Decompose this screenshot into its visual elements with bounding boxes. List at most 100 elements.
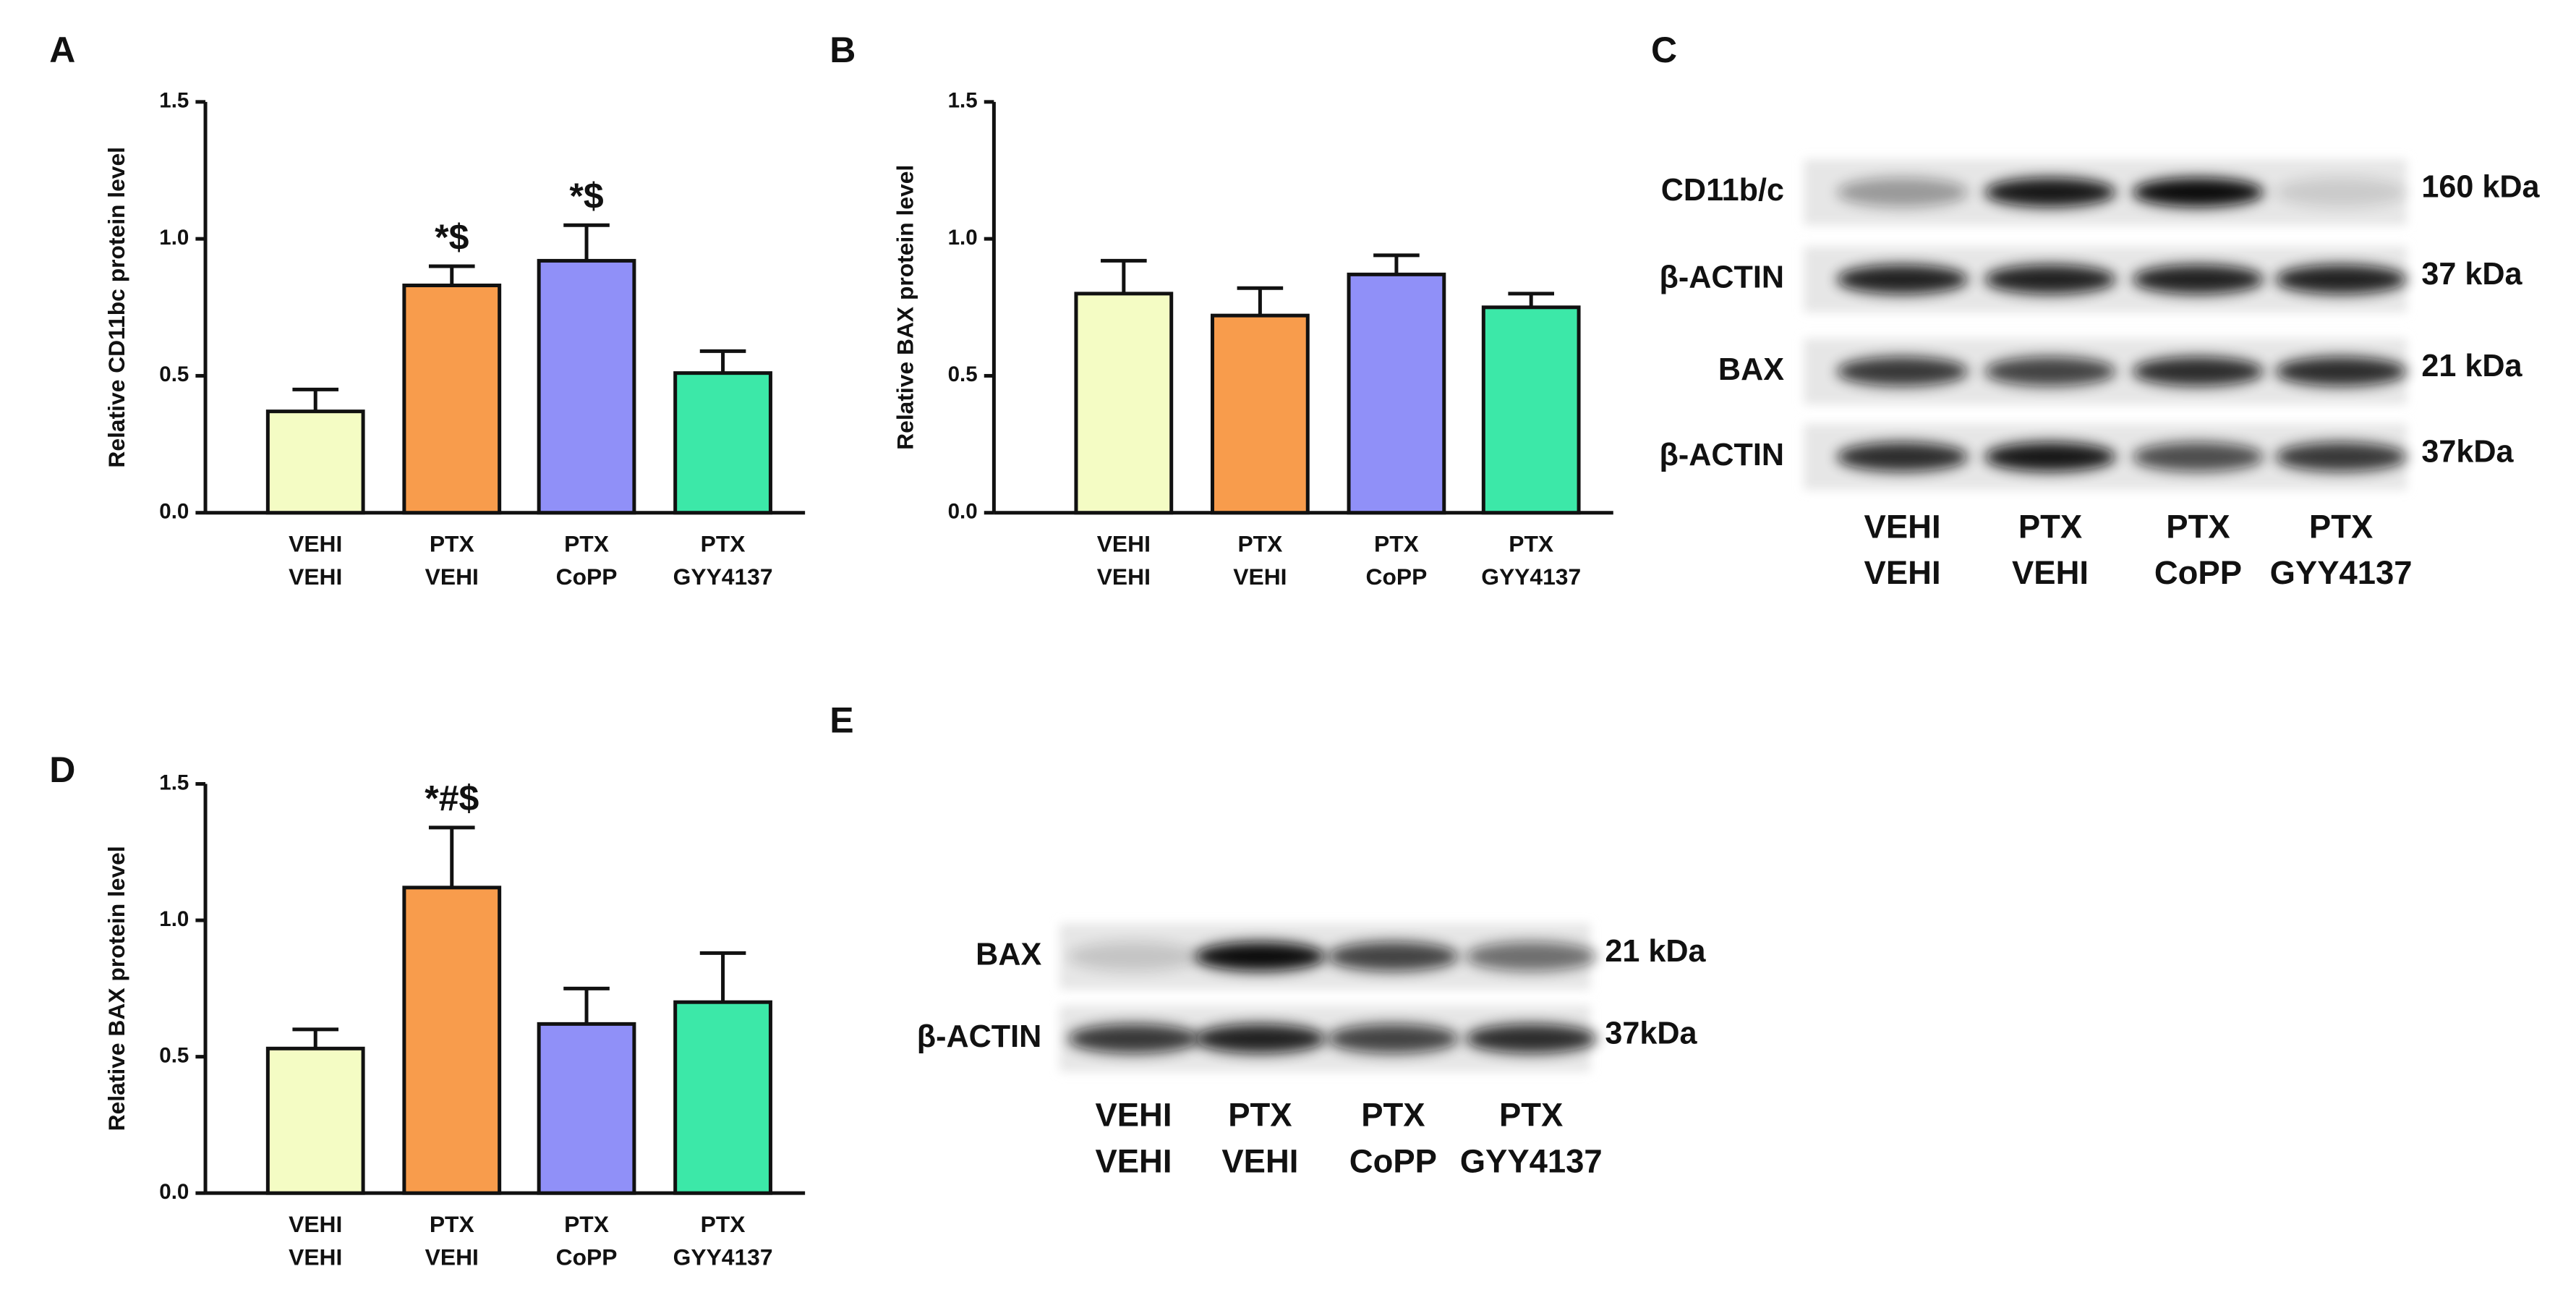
blot-band <box>1465 941 1598 972</box>
y-tick-label: 1.0 <box>948 226 978 250</box>
blot-band <box>1836 177 1969 208</box>
blot-band <box>1327 1024 1459 1054</box>
blot-row-label: β-ACTIN <box>1660 438 1785 472</box>
blot-band <box>1836 264 1969 294</box>
y-axis-label: Relative CD11bc protein level <box>103 147 129 468</box>
bar <box>1347 272 1446 515</box>
bar <box>265 409 365 515</box>
blot-lane-label: VEHI <box>1095 1142 1172 1179</box>
blot-band <box>1465 1024 1598 1054</box>
y-axis-label: Relative BAX protein level <box>892 165 918 450</box>
blot-band <box>1194 941 1326 972</box>
blot-row-label: BAX <box>1718 352 1784 387</box>
blot-lane-label: PTX <box>1361 1097 1425 1134</box>
blot-band <box>1194 1024 1326 1054</box>
x-tick-label: VEHI <box>1097 564 1151 590</box>
bar <box>1074 292 1174 515</box>
significance-label: *$ <box>435 217 469 258</box>
blot-lane-label: GYY4137 <box>1460 1142 1603 1179</box>
panel-label: E <box>829 700 853 741</box>
y-tick-label: 1.5 <box>948 89 978 113</box>
x-tick-label: GYY4137 <box>673 564 773 590</box>
x-tick-label: CoPP <box>1366 564 1428 590</box>
x-tick-label: VEHI <box>289 564 342 590</box>
y-tick-label: 0.5 <box>159 362 189 386</box>
bar <box>537 258 636 515</box>
x-tick-label: CoPP <box>556 1244 618 1270</box>
blot-lane-label: PTX <box>1228 1097 1292 1134</box>
panel-label: C <box>1651 30 1677 70</box>
y-tick-label: 0.5 <box>948 362 978 386</box>
x-tick-label: VEHI <box>289 1244 342 1270</box>
panel-label: D <box>49 750 75 790</box>
blot-size-label: 21 kDa <box>1605 934 1706 969</box>
blot-size-label: 37kDa <box>2421 434 2514 469</box>
x-tick-label: VEHI <box>425 564 479 590</box>
blot-lane-label: VEHI <box>1864 508 1941 545</box>
x-tick-label: VEHI <box>289 531 342 557</box>
x-tick-label: PTX <box>564 531 609 557</box>
blot-band <box>1984 177 2116 208</box>
bar <box>1211 313 1310 515</box>
blot-band <box>2275 177 2407 208</box>
blot-band <box>1836 442 1969 472</box>
blot-band <box>1984 442 2116 472</box>
y-tick-label: 0.0 <box>159 1180 189 1204</box>
blot-row-label: β-ACTIN <box>1660 260 1785 295</box>
x-tick-label: GYY4137 <box>1481 564 1581 590</box>
blot-band <box>1836 356 1969 386</box>
x-tick-label: PTX <box>430 531 474 557</box>
blot-band <box>1327 941 1459 972</box>
x-tick-label: PTX <box>1509 531 1553 557</box>
x-tick-label: PTX <box>1374 531 1419 557</box>
x-tick-label: CoPP <box>556 564 618 590</box>
blot-band <box>2275 356 2407 386</box>
blot-lane-label: CoPP <box>2154 554 2242 591</box>
bar <box>1481 305 1581 515</box>
x-tick-label: VEHI <box>1233 564 1287 590</box>
x-tick-label: VEHI <box>289 1211 342 1237</box>
blot-lane-label: PTX <box>2166 508 2230 545</box>
x-tick-label: PTX <box>430 1211 474 1237</box>
x-tick-label: VEHI <box>1097 531 1151 557</box>
bar <box>537 1022 636 1195</box>
blot-size-label: 160 kDa <box>2421 170 2540 205</box>
blot-size-label: 37 kDa <box>2421 257 2522 292</box>
blot-band <box>2275 264 2407 294</box>
blot-row-label: β-ACTIN <box>917 1019 1041 1054</box>
panel-label: A <box>49 30 75 70</box>
blot-lane-label: VEHI <box>2012 554 2089 591</box>
x-tick-label: VEHI <box>425 1244 479 1270</box>
y-tick-label: 0.0 <box>159 500 189 524</box>
y-tick-label: 1.5 <box>159 770 189 794</box>
bar <box>265 1046 365 1195</box>
significance-label: *#$ <box>425 778 479 819</box>
x-tick-label: PTX <box>1237 531 1282 557</box>
blot-row-label: CD11b/c <box>1661 173 1784 208</box>
blot-lane-label: GYY4137 <box>2270 554 2413 591</box>
blot-size-label: 21 kDa <box>2421 349 2522 383</box>
bar <box>673 1000 772 1195</box>
blot-band <box>2132 177 2264 208</box>
y-tick-label: 0.0 <box>948 500 978 524</box>
y-tick-label: 0.5 <box>159 1043 189 1067</box>
blot-band <box>2132 264 2264 294</box>
blot-size-label: 37kDa <box>1605 1016 1697 1050</box>
y-tick-label: 1.0 <box>159 226 189 250</box>
blot-band <box>1067 941 1200 972</box>
significance-label: *$ <box>569 176 603 216</box>
y-axis-label: Relative BAX protein level <box>103 846 129 1131</box>
y-tick-label: 1.5 <box>159 89 189 113</box>
bar <box>673 371 772 515</box>
x-tick-label: PTX <box>701 1211 746 1237</box>
bar <box>402 283 502 515</box>
blot-band <box>2275 442 2407 472</box>
blot-lane-label: VEHI <box>1221 1142 1298 1179</box>
blot-band <box>1984 356 2116 386</box>
blot-band <box>2132 442 2264 472</box>
blot-lane-label: VEHI <box>1095 1097 1172 1134</box>
panel-label: B <box>829 30 856 70</box>
blot-lane-label: PTX <box>1499 1097 1563 1134</box>
